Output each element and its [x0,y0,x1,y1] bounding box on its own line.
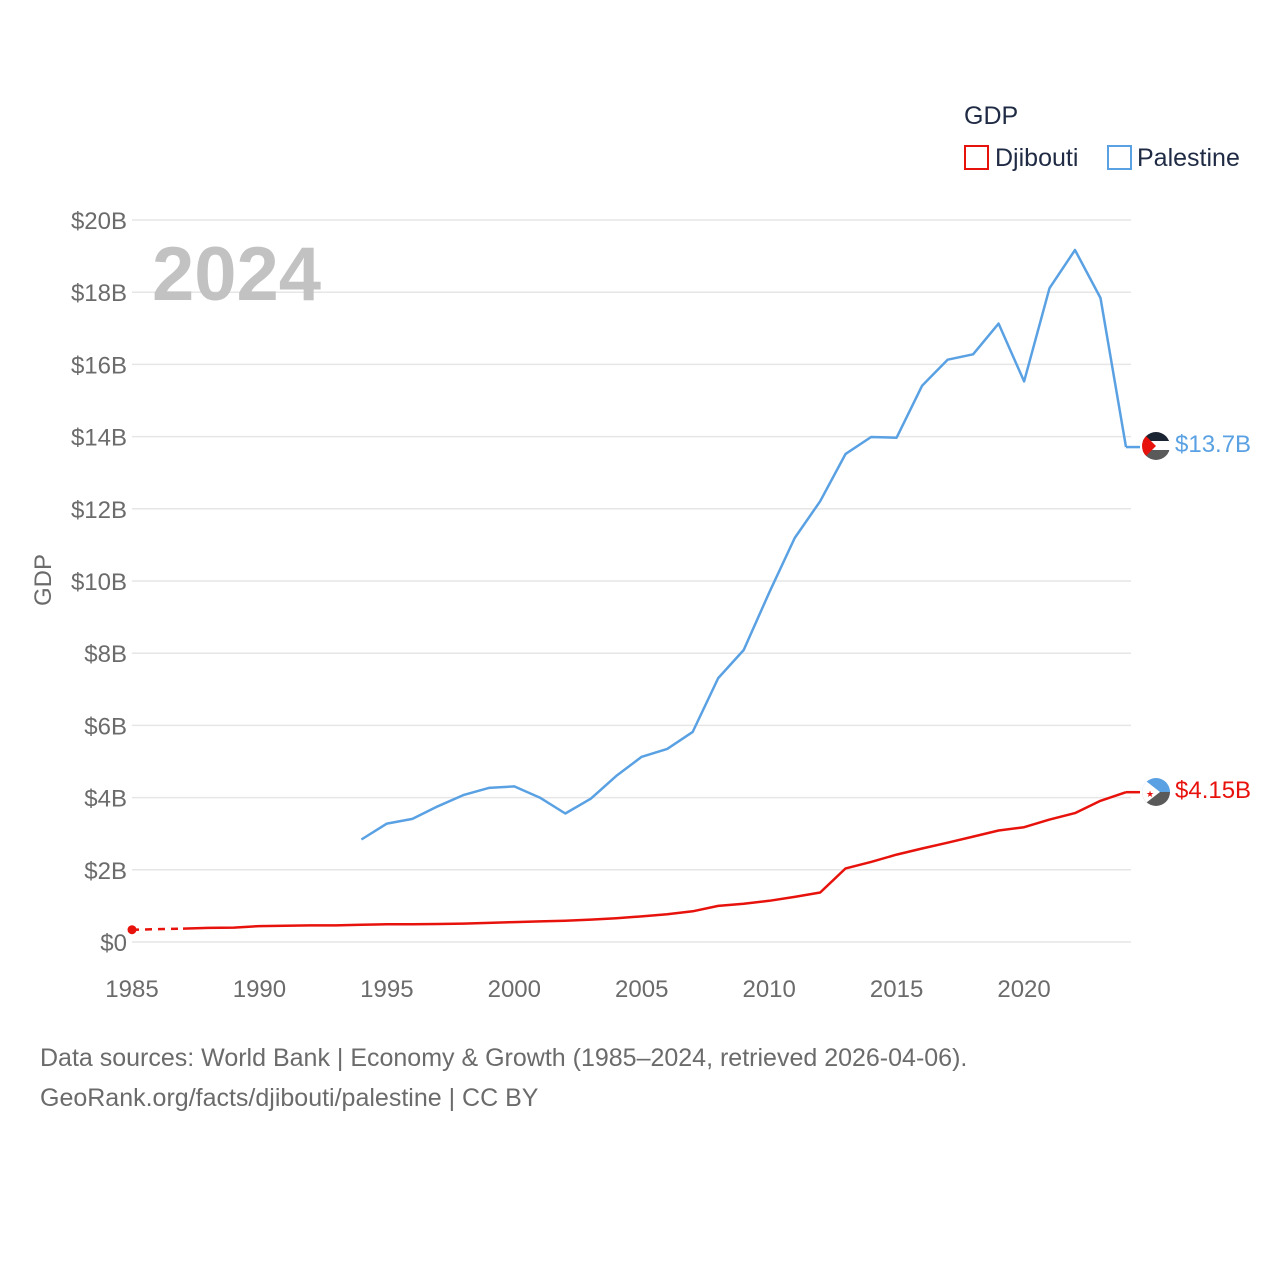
svg-text:★: ★ [1146,789,1154,799]
series-line-palestine[interactable] [360,248,1128,841]
y-tick-label: $18B [71,280,127,307]
x-tick-label: 1995 [360,976,413,1003]
y-tick-label: $10B [71,569,127,596]
x-tick-label: 1990 [233,976,286,1003]
y-tick-label: $6B [84,713,127,740]
palestine-flag-icon [1142,432,1170,460]
y-tick-label: $20B [71,208,127,235]
series-lines [127,248,1140,935]
y-tick-label: $8B [84,641,127,668]
y-axis-ticks: $0 $2B $4B $6B $8B $10B $12B $14B $16B $18B $20B [71,208,127,957]
x-tick-label: 2000 [488,976,541,1003]
djibouti-flag-icon: ★ [1142,778,1170,806]
y-tick-label: $2B [84,858,127,885]
year-watermark: 2024 [152,232,321,317]
series-line-djibouti[interactable] [182,791,1127,930]
legend-item-palestine[interactable]: Palestine [1107,144,1240,172]
x-axis-ticks: 1985 1990 1995 2000 2005 2010 2015 2020 [105,976,1050,1003]
x-tick-label: 1985 [105,976,158,1003]
x-tick-label: 2015 [870,976,923,1003]
legend-item-djibouti[interactable]: Djibouti [964,144,1078,172]
legend: GDP Djibouti Palestine [964,102,1240,172]
legend-label-djibouti: Djibouti [995,144,1078,172]
y-tick-label: $16B [71,352,127,379]
data-sources-note: Data sources: World Bank | Economy & Gro… [40,1044,968,1072]
y-tick-label: $0 [100,930,127,957]
y-tick-label: $14B [71,425,127,452]
x-tick-label: 2020 [997,976,1050,1003]
x-tick-label: 2005 [615,976,668,1003]
legend-swatch-djibouti [964,145,989,170]
djibouti-end-label: $4.15B [1175,777,1251,804]
data-point-djibouti[interactable] [127,925,137,935]
gdp-line-chart: $0 $2B $4B $6B $8B $10B $12B $14B $16B $18B $20B 1… [30,102,1251,1003]
credit-link[interactable]: GeoRank.org/facts/djibouti/palestine | C… [40,1084,539,1112]
legend-swatch-palestine [1107,145,1132,170]
grid-lines [132,219,1131,943]
series-gap-djibouti [131,927,184,931]
y-tick-label: $12B [71,497,127,524]
legend-title: GDP [964,102,1018,130]
x-tick-label: 2010 [742,976,795,1003]
y-tick-label: $4B [84,786,127,813]
palestine-end-label: $13.7B [1175,431,1251,458]
y-axis-label: GDP [30,554,57,606]
legend-label-palestine: Palestine [1137,144,1240,172]
